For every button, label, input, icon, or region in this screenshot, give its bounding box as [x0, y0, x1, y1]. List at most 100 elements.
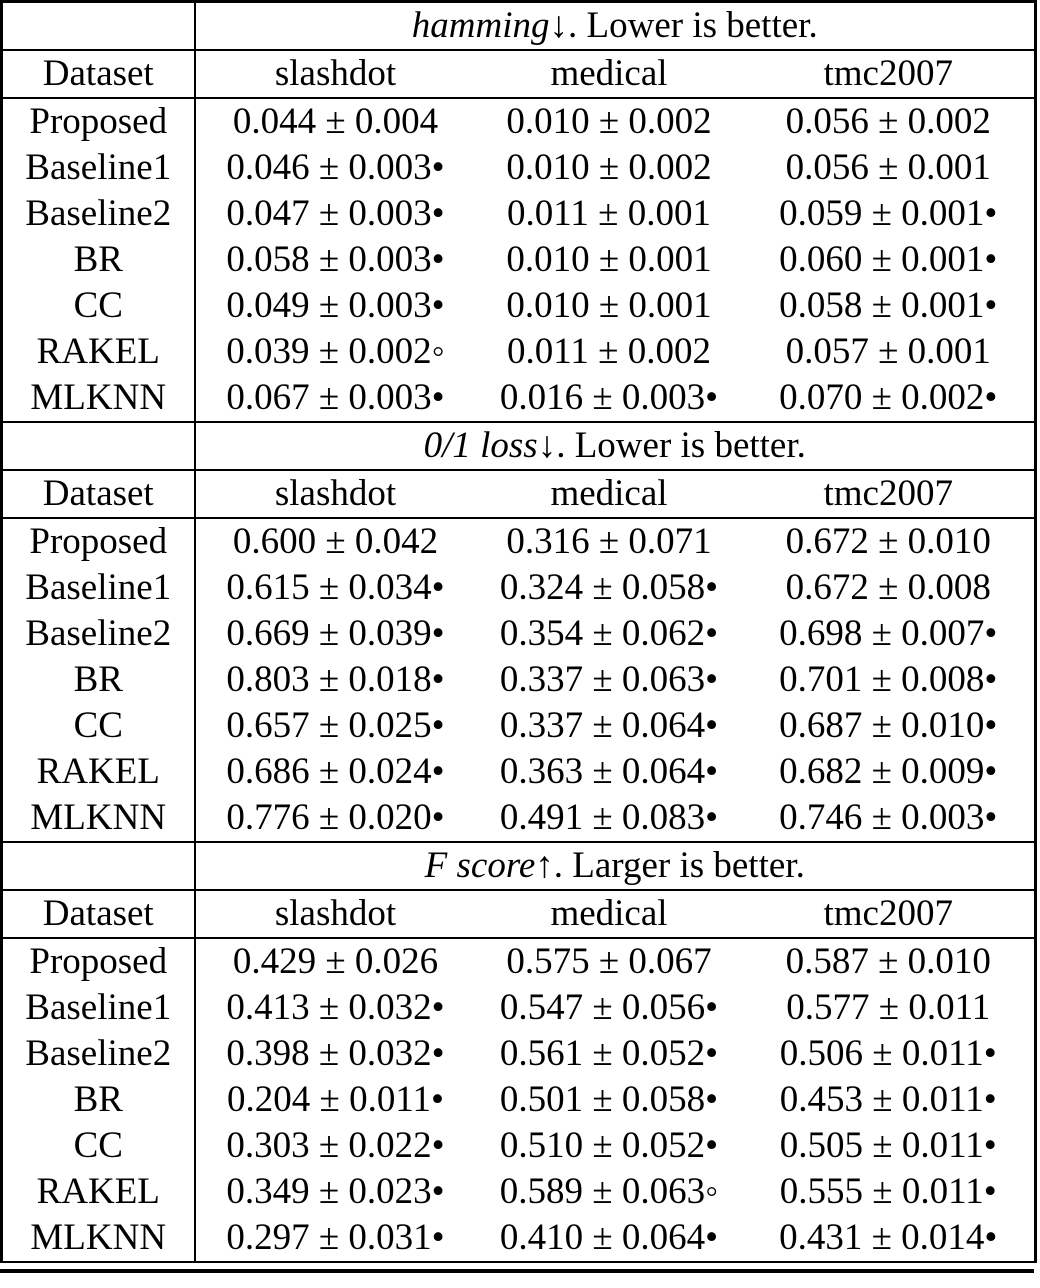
value-cell: 0.776 ± 0.020•: [194, 795, 476, 843]
metric-note: ↑. Larger is better.: [535, 844, 805, 886]
value-cell: 0.453 ± 0.011•: [779, 1078, 997, 1120]
value-cell: 0.589 ± 0.063◦: [499, 1170, 719, 1212]
value-cell: 0.682 ± 0.009•: [779, 750, 998, 792]
value-cell: 0.615 ± 0.034•: [226, 566, 445, 608]
value-cell: 0.491 ± 0.083•: [475, 795, 743, 843]
value-cell: 0.803 ± 0.018•: [226, 658, 445, 700]
method-name-cell: Proposed: [1, 98, 196, 145]
value-cell: 0.363 ± 0.064•: [499, 750, 719, 792]
value-cell: 0.505 ± 0.011•: [779, 1124, 997, 1166]
dataset-header-row: Dataset slashdot medical tmc2007: [1, 470, 1036, 519]
metric-note: ↓. Lower is better.: [549, 4, 818, 46]
method-name-cell: BR: [1, 237, 196, 283]
dataset-name-cell: medical: [475, 470, 743, 519]
dataset-name-cell: slashdot: [194, 890, 476, 939]
value-cell: 0.067 ± 0.003•: [194, 375, 476, 423]
method-name-cell: RAKEL: [1, 1169, 196, 1215]
value-cell: 0.349 ± 0.023•: [226, 1170, 445, 1212]
method-row: MLKNN 0.067 ± 0.003• 0.016 ± 0.003• 0.070 ±…: [1, 375, 1036, 423]
value-cell: 0.056 ± 0.001: [785, 146, 991, 188]
metric-title-cell: F score↑. Larger is better.: [194, 842, 1036, 891]
method-row: RAKEL 0.686 ± 0.024• 0.363 ± 0.064• 0.682 ±…: [1, 749, 1036, 795]
method-name-cell: CC: [1, 283, 196, 329]
value-cell: 0.354 ± 0.062•: [499, 612, 719, 654]
value-cell: 0.011 ± 0.001: [507, 192, 711, 234]
value-cell: 0.316 ± 0.071: [506, 520, 712, 562]
metric-title-row: hamming↓. Lower is better.: [1, 1, 1036, 51]
value-cell: 0.039 ± 0.002◦: [226, 330, 445, 372]
method-row: BR 0.803 ± 0.018• 0.337 ± 0.063• 0.701 ± 0.…: [1, 657, 1036, 703]
value-cell: 0.337 ± 0.063•: [499, 658, 719, 700]
method-row: BR 0.058 ± 0.003• 0.010 ± 0.001 0.060 ± 0.0…: [1, 237, 1036, 283]
method-name-cell: Baseline1: [1, 145, 196, 191]
dataset-header-cell: Dataset: [1, 470, 196, 519]
metric-title-cell: hamming↓. Lower is better.: [194, 1, 1036, 51]
value-cell: 0.577 ± 0.011: [786, 986, 991, 1028]
dataset-name-cell: medical: [475, 890, 743, 939]
method-row: Proposed 0.429 ± 0.026 0.575 ± 0.067 0.587 …: [1, 938, 1036, 985]
value-cell: 0.501 ± 0.058•: [499, 1078, 719, 1120]
method-name-cell: CC: [1, 1123, 196, 1169]
method-row: Baseline2 0.669 ± 0.039• 0.354 ± 0.062• 0.6…: [1, 611, 1036, 657]
method-row: Proposed 0.044 ± 0.004 0.010 ± 0.002 0.056 …: [1, 98, 1036, 145]
method-name-cell: Proposed: [1, 518, 196, 565]
method-row: Proposed 0.600 ± 0.042 0.316 ± 0.071 0.672 …: [1, 518, 1036, 565]
method-row: BR 0.204 ± 0.011• 0.501 ± 0.058• 0.453 ± 0.…: [1, 1077, 1036, 1123]
method-row: CC 0.657 ± 0.025• 0.337 ± 0.064• 0.687 ± 0.…: [1, 703, 1036, 749]
method-row: Baseline1 0.413 ± 0.032• 0.547 ± 0.056• 0.5…: [1, 985, 1036, 1031]
value-cell: 0.547 ± 0.056•: [499, 986, 719, 1028]
value-cell: 0.746 ± 0.003•: [742, 795, 1036, 843]
value-cell: 0.561 ± 0.052•: [499, 1032, 719, 1074]
method-row: CC 0.303 ± 0.022• 0.510 ± 0.052• 0.505 ± 0.…: [1, 1123, 1036, 1169]
method-name-cell: Baseline1: [1, 985, 196, 1031]
method-name-cell: CC: [1, 703, 196, 749]
value-cell: 0.058 ± 0.003•: [226, 238, 445, 280]
dataset-name-cell: tmc2007: [742, 470, 1036, 519]
value-cell: 0.303 ± 0.022•: [226, 1124, 445, 1166]
metric-empty-cell: [1, 1, 196, 51]
method-row: Baseline1 0.615 ± 0.034• 0.324 ± 0.058• 0.6…: [1, 565, 1036, 611]
value-cell: 0.057 ± 0.001: [785, 330, 991, 372]
method-name-cell: BR: [1, 1077, 196, 1123]
value-cell: 0.016 ± 0.003•: [475, 375, 743, 423]
method-name-cell: Baseline1: [1, 565, 196, 611]
method-name-cell: BR: [1, 657, 196, 703]
dataset-header-cell: Dataset: [1, 890, 196, 939]
value-cell: 0.337 ± 0.064•: [499, 704, 719, 746]
value-cell: 0.059 ± 0.001•: [779, 192, 998, 234]
value-cell: 0.510 ± 0.052•: [499, 1124, 719, 1166]
value-cell: 0.555 ± 0.011•: [779, 1170, 997, 1212]
results-table: hamming↓. Lower is better. Dataset slashdo…: [0, 0, 1037, 1263]
value-cell: 0.575 ± 0.067: [506, 940, 712, 982]
metric-name: 0/1 loss: [423, 424, 538, 466]
dataset-header-cell: Dataset: [1, 50, 196, 99]
value-cell: 0.587 ± 0.010: [785, 940, 991, 982]
value-cell: 0.669 ± 0.039•: [226, 612, 445, 654]
metric-empty-cell: [1, 842, 196, 891]
dataset-name-cell: slashdot: [194, 50, 476, 99]
method-row: MLKNN 0.776 ± 0.020• 0.491 ± 0.083• 0.746 ±…: [1, 795, 1036, 843]
value-cell: 0.011 ± 0.002: [507, 330, 711, 372]
method-row: RAKEL 0.349 ± 0.023• 0.589 ± 0.063◦ 0.555 ±…: [1, 1169, 1036, 1215]
metric-title-row: 0/1 loss↓. Lower is better.: [1, 422, 1036, 471]
value-cell: 0.431 ± 0.014•: [742, 1215, 1036, 1263]
value-cell: 0.429 ± 0.026: [232, 940, 439, 982]
value-cell: 0.010 ± 0.001: [506, 284, 712, 326]
method-row: Baseline2 0.047 ± 0.003• 0.011 ± 0.001 0.05…: [1, 191, 1036, 237]
value-cell: 0.324 ± 0.058•: [499, 566, 719, 608]
value-cell: 0.049 ± 0.003•: [226, 284, 445, 326]
dataset-name-cell: tmc2007: [742, 890, 1036, 939]
value-cell: 0.058 ± 0.001•: [779, 284, 998, 326]
value-cell: 0.047 ± 0.003•: [226, 192, 445, 234]
method-name-cell: Baseline2: [1, 611, 196, 657]
value-cell: 0.010 ± 0.002: [506, 146, 712, 188]
method-row: CC 0.049 ± 0.003• 0.010 ± 0.001 0.058 ± 0.0…: [1, 283, 1036, 329]
method-name-cell: Baseline2: [1, 191, 196, 237]
value-cell: 0.506 ± 0.011•: [779, 1032, 997, 1074]
metric-title-cell: 0/1 loss↓. Lower is better.: [194, 422, 1036, 471]
method-name-cell: Baseline2: [1, 1031, 196, 1077]
dataset-header-row: Dataset slashdot medical tmc2007: [1, 890, 1036, 939]
value-cell: 0.398 ± 0.032•: [226, 1032, 445, 1074]
method-row: Baseline1 0.046 ± 0.003• 0.010 ± 0.002 0.05…: [1, 145, 1036, 191]
results-table-body: hamming↓. Lower is better. Dataset slashdo…: [1, 1, 1036, 1263]
